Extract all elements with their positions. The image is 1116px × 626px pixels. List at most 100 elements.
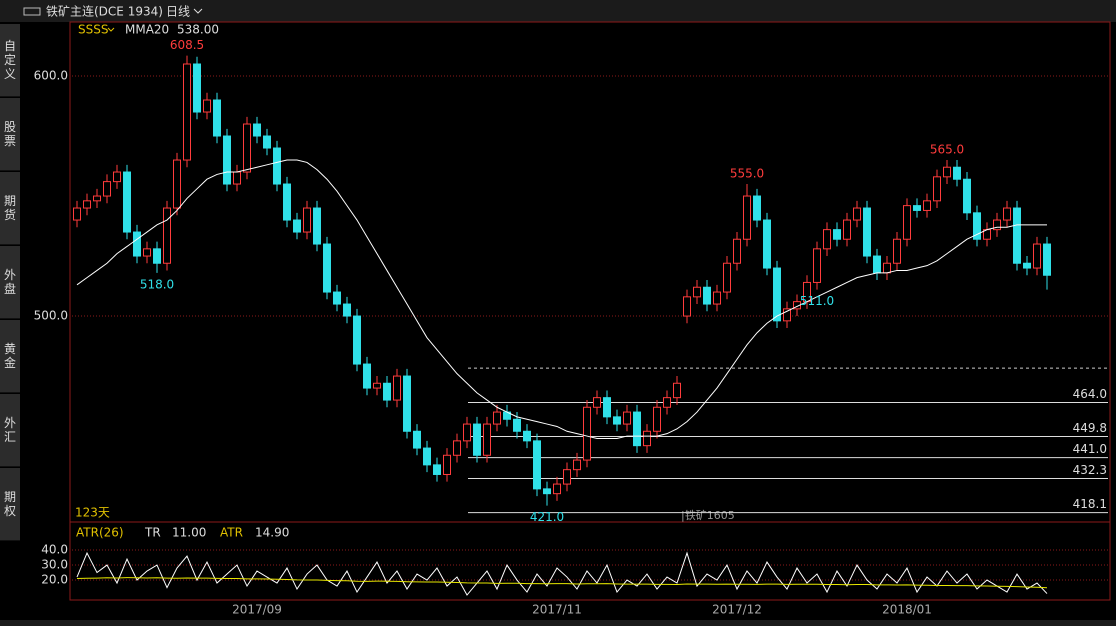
candle-body bbox=[93, 195, 101, 202]
candle-body bbox=[483, 423, 491, 456]
candle-body bbox=[873, 255, 881, 274]
candle-body bbox=[1033, 243, 1041, 269]
candle-body bbox=[743, 195, 751, 240]
candle-body bbox=[1003, 207, 1011, 221]
candle-body bbox=[913, 205, 921, 211]
tr-name: TR bbox=[144, 526, 161, 540]
days-label: 123天 bbox=[75, 506, 110, 520]
candle-body bbox=[1013, 207, 1021, 264]
indicator-dropdown[interactable] bbox=[107, 27, 115, 32]
candle-body bbox=[613, 416, 621, 425]
sidebar-tab[interactable]: 期权 bbox=[0, 468, 20, 541]
candle-body bbox=[283, 183, 291, 221]
x-tick-label: 2018/01 bbox=[882, 603, 932, 617]
candle-body bbox=[813, 248, 821, 283]
candle-body bbox=[653, 406, 661, 432]
candle-body bbox=[513, 418, 521, 432]
sidebar-tab[interactable]: 自定义 bbox=[0, 24, 20, 97]
tab-label[interactable]: 外汇 bbox=[3, 416, 16, 444]
candle-body bbox=[783, 308, 791, 322]
candle-body bbox=[173, 159, 181, 209]
indicator-name[interactable]: SSSS bbox=[78, 23, 108, 37]
sidebar-tab[interactable]: 外汇 bbox=[0, 394, 20, 467]
candle-body bbox=[113, 171, 121, 183]
candle-body bbox=[413, 430, 421, 449]
candle-body bbox=[353, 315, 361, 365]
sidebar-tab[interactable]: 股票 bbox=[0, 98, 20, 171]
candle-body bbox=[193, 63, 201, 113]
tab-label[interactable]: 自定义 bbox=[3, 39, 16, 81]
candle-body bbox=[523, 430, 531, 442]
atr-title[interactable]: ATR(26) bbox=[76, 526, 124, 540]
candle-body bbox=[423, 447, 431, 466]
candle-body bbox=[993, 219, 1001, 231]
candle-body bbox=[763, 219, 771, 269]
candle-body bbox=[243, 123, 251, 173]
candle-body bbox=[893, 238, 901, 264]
atr-name: ATR bbox=[220, 526, 243, 540]
candle-body bbox=[573, 459, 581, 471]
candle-body bbox=[923, 200, 931, 211]
candle-body bbox=[953, 166, 961, 180]
candle-body bbox=[263, 135, 271, 149]
candle-body bbox=[393, 375, 401, 401]
tab-label[interactable]: 期货 bbox=[3, 194, 16, 222]
atr-tick-label: 30.0 bbox=[41, 558, 68, 572]
high-annotation: 555.0 bbox=[730, 167, 764, 181]
high-annotation: 608.5 bbox=[170, 38, 204, 52]
candle-body bbox=[233, 171, 241, 185]
candle-body bbox=[663, 397, 671, 408]
candle-body bbox=[403, 375, 411, 432]
candle-body bbox=[1023, 262, 1031, 269]
candle-body bbox=[373, 382, 381, 389]
level-label: 449.8 bbox=[1073, 421, 1107, 435]
high-annotation: 565.0 bbox=[930, 143, 964, 157]
top-bar bbox=[0, 0, 1116, 22]
period-dropdown[interactable] bbox=[193, 8, 203, 14]
candle-body bbox=[633, 411, 641, 447]
candle-body bbox=[883, 262, 891, 274]
candle-body bbox=[383, 382, 391, 401]
candle-body bbox=[183, 63, 191, 161]
candle-body bbox=[493, 411, 501, 425]
low-annotation: 518.0 bbox=[140, 277, 174, 291]
candle-body bbox=[463, 423, 471, 442]
ma-name: MMA20 bbox=[125, 23, 169, 37]
candle-body bbox=[723, 262, 731, 293]
candle-body bbox=[153, 248, 161, 264]
candle-body bbox=[553, 483, 561, 495]
tr-readout: 11.00 bbox=[172, 526, 206, 540]
candle-body bbox=[703, 286, 711, 305]
tab-label[interactable]: 黄金 bbox=[3, 342, 16, 370]
candle-body bbox=[673, 382, 681, 399]
candle-body bbox=[103, 181, 111, 197]
x-tick-label: 2017/09 bbox=[232, 603, 282, 617]
x-tick-label: 2017/11 bbox=[532, 603, 582, 617]
atr-tick-label: 40.0 bbox=[41, 543, 68, 557]
tab-label[interactable]: 期权 bbox=[3, 490, 16, 518]
sidebar-tab[interactable]: 期货 bbox=[0, 172, 20, 245]
candle-body bbox=[333, 291, 341, 305]
y-tick-label: 500.0 bbox=[34, 309, 68, 323]
candle-body bbox=[1043, 243, 1051, 276]
level-label: 441.0 bbox=[1073, 442, 1107, 456]
candle-body bbox=[253, 123, 261, 137]
candle-body bbox=[363, 363, 371, 389]
candle-body bbox=[343, 303, 351, 317]
atr-tick-label: 20.0 bbox=[41, 573, 68, 587]
tab-label[interactable]: 外盘 bbox=[3, 268, 16, 296]
tab-label[interactable]: 股票 bbox=[3, 120, 16, 148]
candle-body bbox=[623, 411, 631, 425]
tr-line bbox=[76, 551, 1048, 596]
candle-body bbox=[693, 286, 701, 298]
candle-body bbox=[213, 99, 221, 137]
sidebar-tab[interactable]: 外盘 bbox=[0, 246, 20, 319]
period[interactable]: 日线 bbox=[166, 5, 190, 19]
contract-label: |铁矿1605 bbox=[681, 509, 735, 522]
atr-line bbox=[76, 577, 1048, 589]
sidebar-tab[interactable]: 黄金 bbox=[0, 320, 20, 393]
candle-body bbox=[543, 488, 551, 495]
level-label: 464.0 bbox=[1073, 387, 1107, 401]
y-tick-label: 600.0 bbox=[34, 69, 68, 83]
candle-body bbox=[713, 291, 721, 305]
